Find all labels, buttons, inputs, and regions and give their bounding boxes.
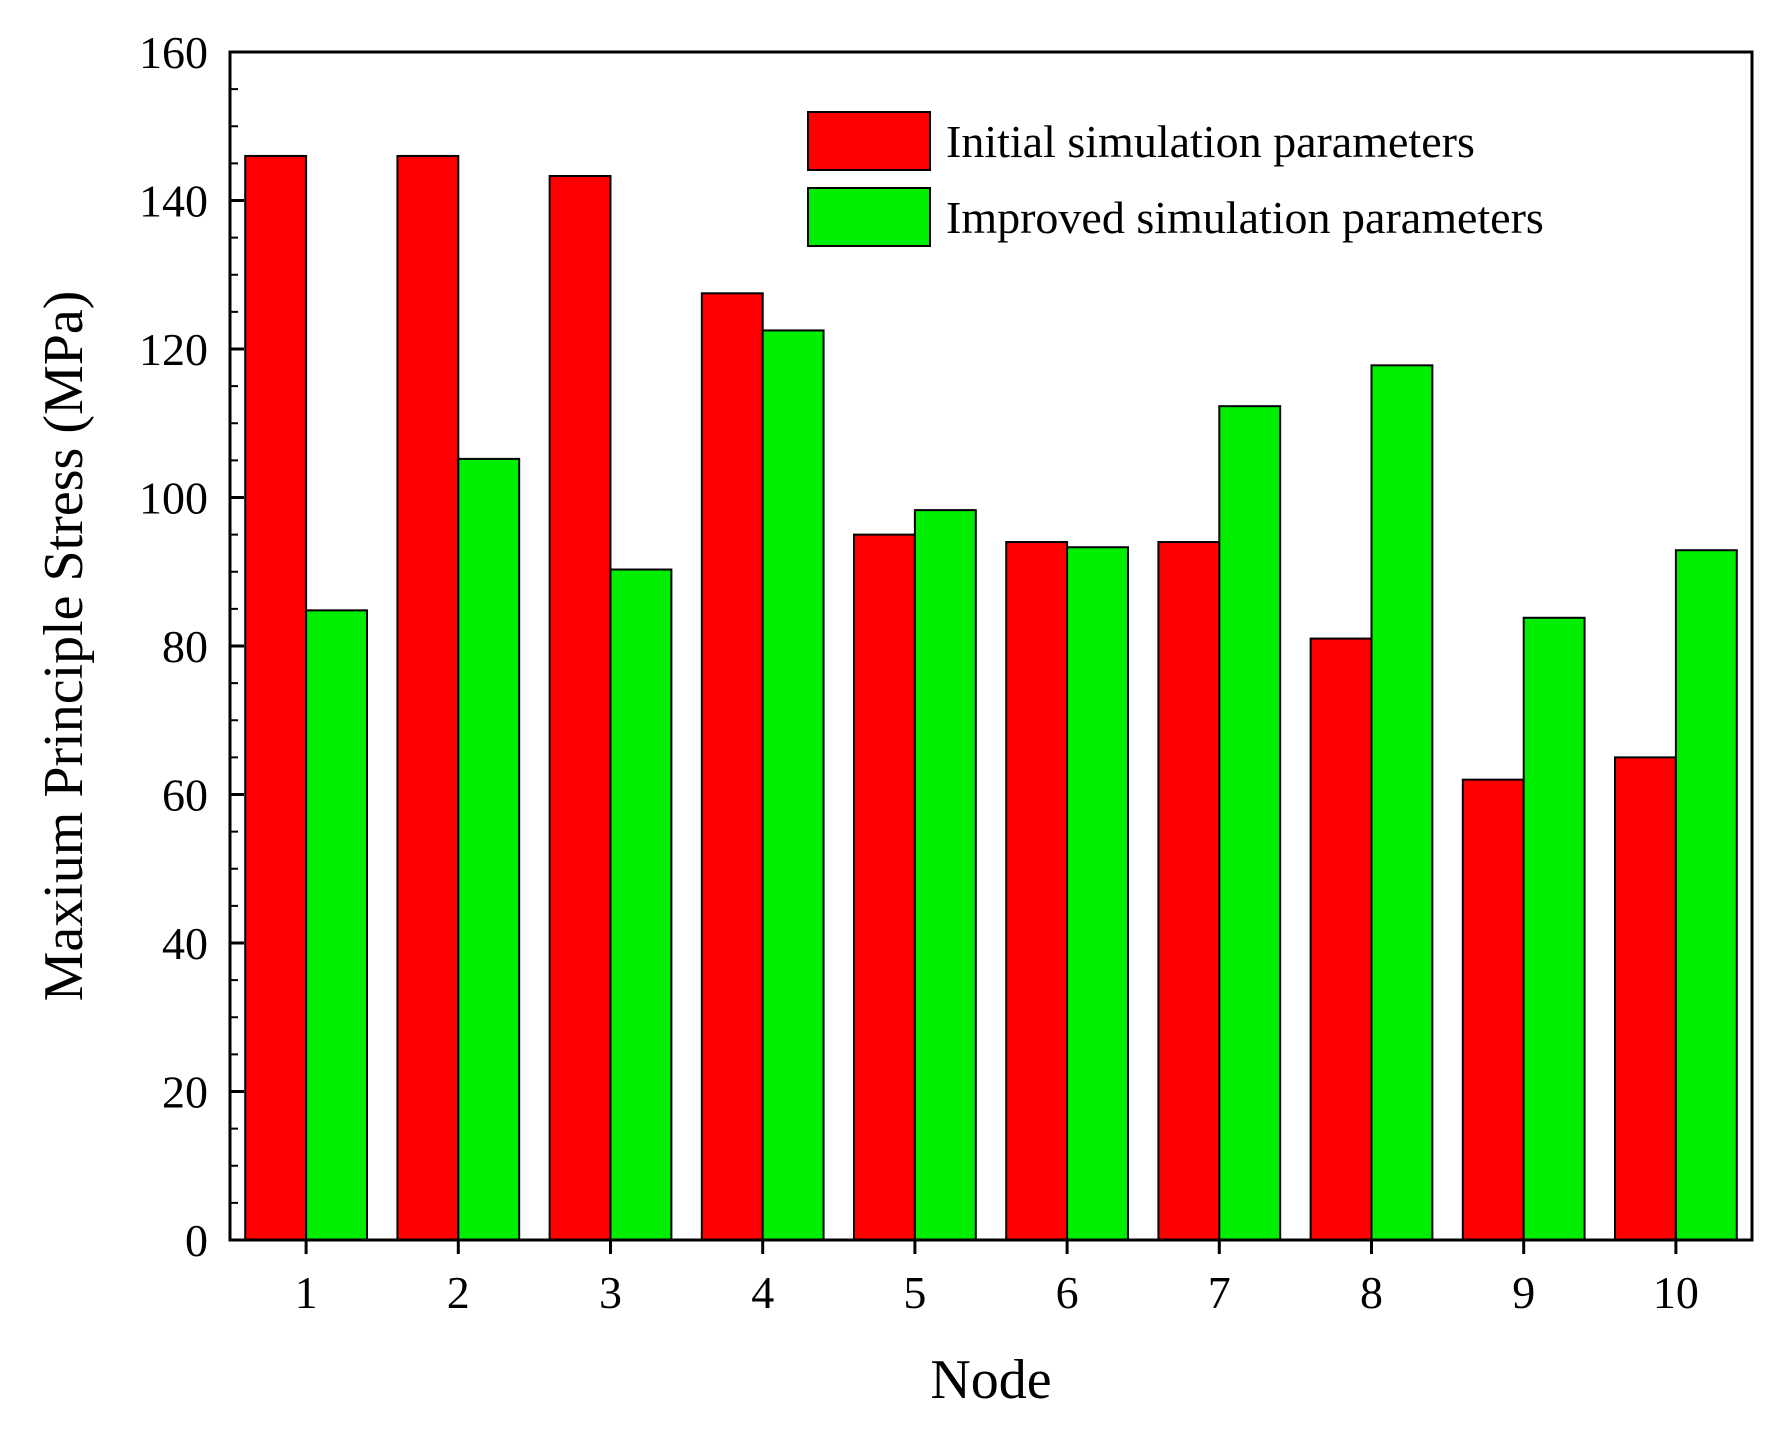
bar-initial-node-1 [244,154,308,1242]
x-tick-label: 7 [1208,1267,1231,1318]
y-tick-label: 120 [139,324,208,375]
y-tick-label: 100 [139,473,208,524]
x-tick-label: 1 [295,1267,318,1318]
bar-initial-node-8 [1309,637,1373,1241]
plot-frame [228,50,1754,1242]
x-tick-label: 6 [1056,1267,1079,1318]
bar-improved-node-1 [305,609,368,1241]
bar-improved-node-3 [609,568,673,1241]
bar-improved-node-6 [1066,546,1129,1241]
bar-initial-node-4 [700,292,764,1241]
bar-improved-node-5 [913,509,977,1241]
x-tick-label: 2 [447,1267,470,1318]
y-tick-label: 0 [185,1215,208,1266]
y-tick-label: 40 [162,918,208,969]
bar-initial-node-9 [1461,778,1525,1242]
bar-initial-node-5 [853,533,916,1241]
bar-initial-node-6 [1005,541,1069,1241]
legend-swatch-initial [807,111,931,171]
bar-initial-node-2 [396,154,460,1242]
x-tick-label: 4 [751,1267,774,1318]
x-axis: 1 2 3 4 5 6 7 8 9 10 [295,1240,1699,1318]
x-tick-label: 9 [1512,1267,1535,1318]
legend-swatch-improved [807,187,931,247]
bar-improved-node-4 [761,329,825,1241]
x-axis-title: Node [930,1349,1051,1411]
bar-improved-node-10 [1674,549,1738,1241]
y-axis-title: Maxium Principle Stress (MPa) [33,291,95,1002]
bar-initial-node-7 [1157,541,1221,1241]
x-tick-label: 8 [1360,1267,1383,1318]
bar-initial-node-10 [1614,756,1677,1241]
bar-initial-node-3 [548,174,612,1241]
x-tick-label: 5 [903,1267,926,1318]
x-tick-label: 3 [599,1267,622,1318]
bar-improved-node-7 [1218,405,1282,1241]
y-tick-label: 80 [162,621,208,672]
bar-improved-node-9 [1522,616,1586,1241]
y-tick-label: 20 [162,1067,208,1118]
y-tick-label: 60 [162,770,208,821]
x-tick-label: 10 [1653,1267,1699,1318]
y-axis: 0 20 40 60 80 100 120 140 160 [139,27,244,1266]
y-tick-label: 160 [139,27,208,78]
y-tick-label: 140 [139,176,208,227]
legend-label-initial: Initial simulation parameters [946,116,1475,167]
bars-group [244,154,1738,1242]
bar-improved-node-8 [1370,364,1434,1241]
legend: Initial simulation parameters Improved s… [807,111,1544,247]
bar-improved-node-2 [457,457,521,1241]
legend-label-improved: Improved simulation parameters [946,192,1544,243]
